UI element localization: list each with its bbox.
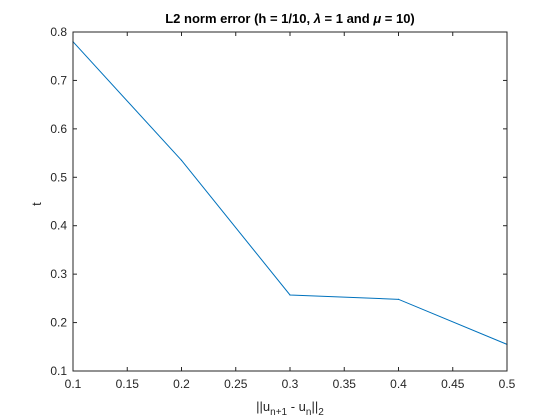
data-point (289, 294, 291, 296)
y-tick-label: 0.6 (50, 122, 67, 136)
data-point (397, 298, 400, 300)
x-label-subscript-3: 2 (318, 407, 324, 418)
plot-frame (72, 31, 508, 372)
title-mu-symbol: μ (372, 11, 381, 26)
y-tick-label: 0.1 (50, 364, 67, 378)
x-label-part-2: - u (287, 399, 306, 414)
chart-title: L2 norm error (h = 1/10, λ = 1 and μ = 1… (165, 11, 415, 26)
y-axis-label: t (29, 202, 44, 206)
data-point (180, 159, 183, 161)
y-tick-label: 0.4 (50, 219, 67, 233)
title-text-3: = 10) (381, 11, 415, 26)
x-tick-label: 0.45 (441, 377, 465, 391)
plot-background (73, 32, 507, 371)
x-tick-label: 0.2 (173, 377, 190, 391)
y-tick-label: 0.7 (50, 73, 67, 87)
x-axis-ticks: 0.1 0.15 0.2 0.25 0.3 0.35 0.4 0.45 0.5 (65, 32, 516, 391)
title-text-1: L2 norm error (h = 1/10, (165, 11, 313, 26)
x-tick-label: 0.35 (333, 377, 357, 391)
y-axis-ticks: 0.1 0.2 0.3 0.4 0.5 0.6 0.7 0.8 (50, 25, 507, 378)
x-tick-label: 0.15 (116, 377, 140, 391)
y-tick-label: 0.5 (50, 170, 67, 184)
x-tick-label: 0.1 (65, 377, 82, 391)
y-tick-label: 0.3 (50, 267, 67, 281)
title-lambda-symbol: λ (313, 11, 321, 26)
x-label-subscript-2: n (306, 407, 312, 418)
title-text-2: = 1 and (321, 11, 373, 26)
x-label-part-3: || (311, 399, 318, 414)
y-tick-label: 0.8 (50, 25, 67, 39)
x-tick-label: 0.25 (224, 377, 248, 391)
y-tick-label: 0.2 (50, 316, 67, 330)
x-label-part-1: ||u (256, 399, 270, 414)
x-tick-label: 0.5 (499, 377, 516, 391)
x-tick-label: 0.4 (390, 377, 407, 391)
x-label-subscript-1: n+1 (270, 407, 287, 418)
x-tick-label: 0.3 (282, 377, 299, 391)
x-axis-label: ||un+1 - un||2 (256, 399, 324, 418)
